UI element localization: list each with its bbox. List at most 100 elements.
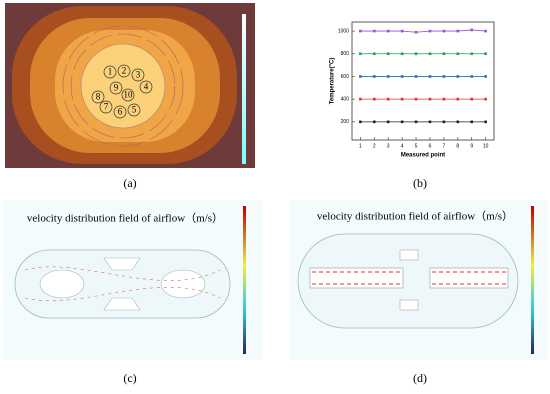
point: [414, 30, 418, 34]
point: [359, 120, 362, 124]
point: [484, 75, 487, 78]
point: [359, 52, 362, 56]
point: [456, 97, 460, 101]
x-tick-label: 8: [456, 143, 459, 149]
obstacle: [399, 299, 419, 311]
caption: (b): [413, 176, 427, 190]
point: [442, 75, 446, 78]
point-label: 5: [132, 105, 137, 115]
point-marker: [99, 100, 113, 114]
point: [414, 75, 418, 78]
obstacle: [160, 269, 206, 299]
point: [442, 52, 446, 56]
point: [359, 29, 362, 33]
panel-a: [5, 3, 255, 168]
panel-b: 200 400 600 800 1000 1 2 3 4 5 6 7 8 9 10 Measured poin…: [330, 21, 495, 159]
point-marker: [113, 105, 127, 119]
y-tick-label: 800: [341, 51, 350, 57]
line: [360, 29, 486, 33]
point: [442, 120, 446, 124]
point: [442, 29, 446, 33]
point: [386, 97, 390, 101]
point-marker: [127, 103, 141, 117]
point-marker: [91, 90, 105, 104]
point: [484, 52, 487, 56]
y-tick-label: 1000: [338, 28, 349, 34]
point: [456, 52, 460, 56]
point: [372, 120, 376, 124]
streamline: [24, 266, 221, 302]
point: [428, 75, 432, 78]
point: [470, 28, 474, 32]
point-label: 7: [104, 102, 109, 112]
point: [428, 120, 432, 124]
point-label: 4: [144, 82, 149, 92]
streamline: [312, 271, 506, 285]
heater: [62, 25, 184, 147]
panel-c: velocity distribution field of airflow（m…: [3, 200, 262, 360]
colorbar: [242, 14, 246, 164]
domain: [14, 249, 231, 319]
x-tick-label: 2: [373, 143, 376, 149]
point: [400, 97, 404, 101]
point: [372, 75, 376, 78]
obstacle: [429, 267, 509, 289]
point: [400, 75, 404, 78]
point: [414, 120, 418, 124]
point: [470, 120, 474, 124]
point: [484, 29, 487, 33]
point: [359, 97, 362, 101]
point-label: 3: [136, 70, 141, 80]
point-marker: [131, 68, 145, 82]
colorbar: [531, 206, 534, 354]
x-tick-label: 3: [387, 143, 390, 149]
y-tick-label: 600: [341, 74, 350, 80]
y-tick-label: 200: [341, 119, 350, 125]
point-marker: [121, 88, 135, 102]
point-label: 2: [122, 66, 127, 76]
point: [428, 52, 432, 56]
colorbar: [243, 206, 246, 354]
point: [386, 120, 390, 124]
point: [484, 97, 487, 101]
point: [386, 29, 390, 33]
point: [484, 120, 487, 124]
point: [372, 97, 376, 101]
obstacle: [399, 249, 419, 261]
panel-title: velocity distribution field of airflow（m…: [317, 210, 513, 223]
point-marker: [103, 65, 117, 79]
x-tick-label: 9: [470, 143, 473, 149]
point-label: 9: [114, 83, 119, 93]
x-tick-label: 6: [429, 143, 432, 149]
point: [428, 29, 432, 33]
point: [372, 52, 376, 56]
point: [470, 75, 474, 78]
point: [456, 29, 460, 33]
x-axis-label: Measured point: [401, 153, 445, 159]
point: [470, 97, 474, 101]
point-marker: [109, 81, 123, 95]
point-marker: [117, 64, 131, 78]
heater: [70, 33, 176, 139]
caption: (d): [413, 371, 427, 385]
point-label: 6: [118, 107, 123, 117]
point-label: 1: [108, 67, 113, 77]
caption: (a): [123, 176, 136, 190]
point: [456, 75, 460, 78]
point: [400, 120, 404, 124]
y-tick-label: 400: [341, 96, 350, 102]
x-tick-label: 10: [483, 143, 489, 149]
obstacle: [309, 267, 404, 289]
y-axis-label: Temperature(°C): [330, 58, 336, 105]
point: [359, 75, 362, 78]
point: [470, 52, 474, 56]
x-tick-label: 5: [415, 143, 418, 149]
x-tick-label: 1: [359, 143, 362, 149]
point-label: 8: [96, 92, 101, 102]
point: [372, 29, 376, 33]
point: [456, 120, 460, 124]
point: [400, 29, 404, 33]
caption: (c): [123, 371, 136, 385]
